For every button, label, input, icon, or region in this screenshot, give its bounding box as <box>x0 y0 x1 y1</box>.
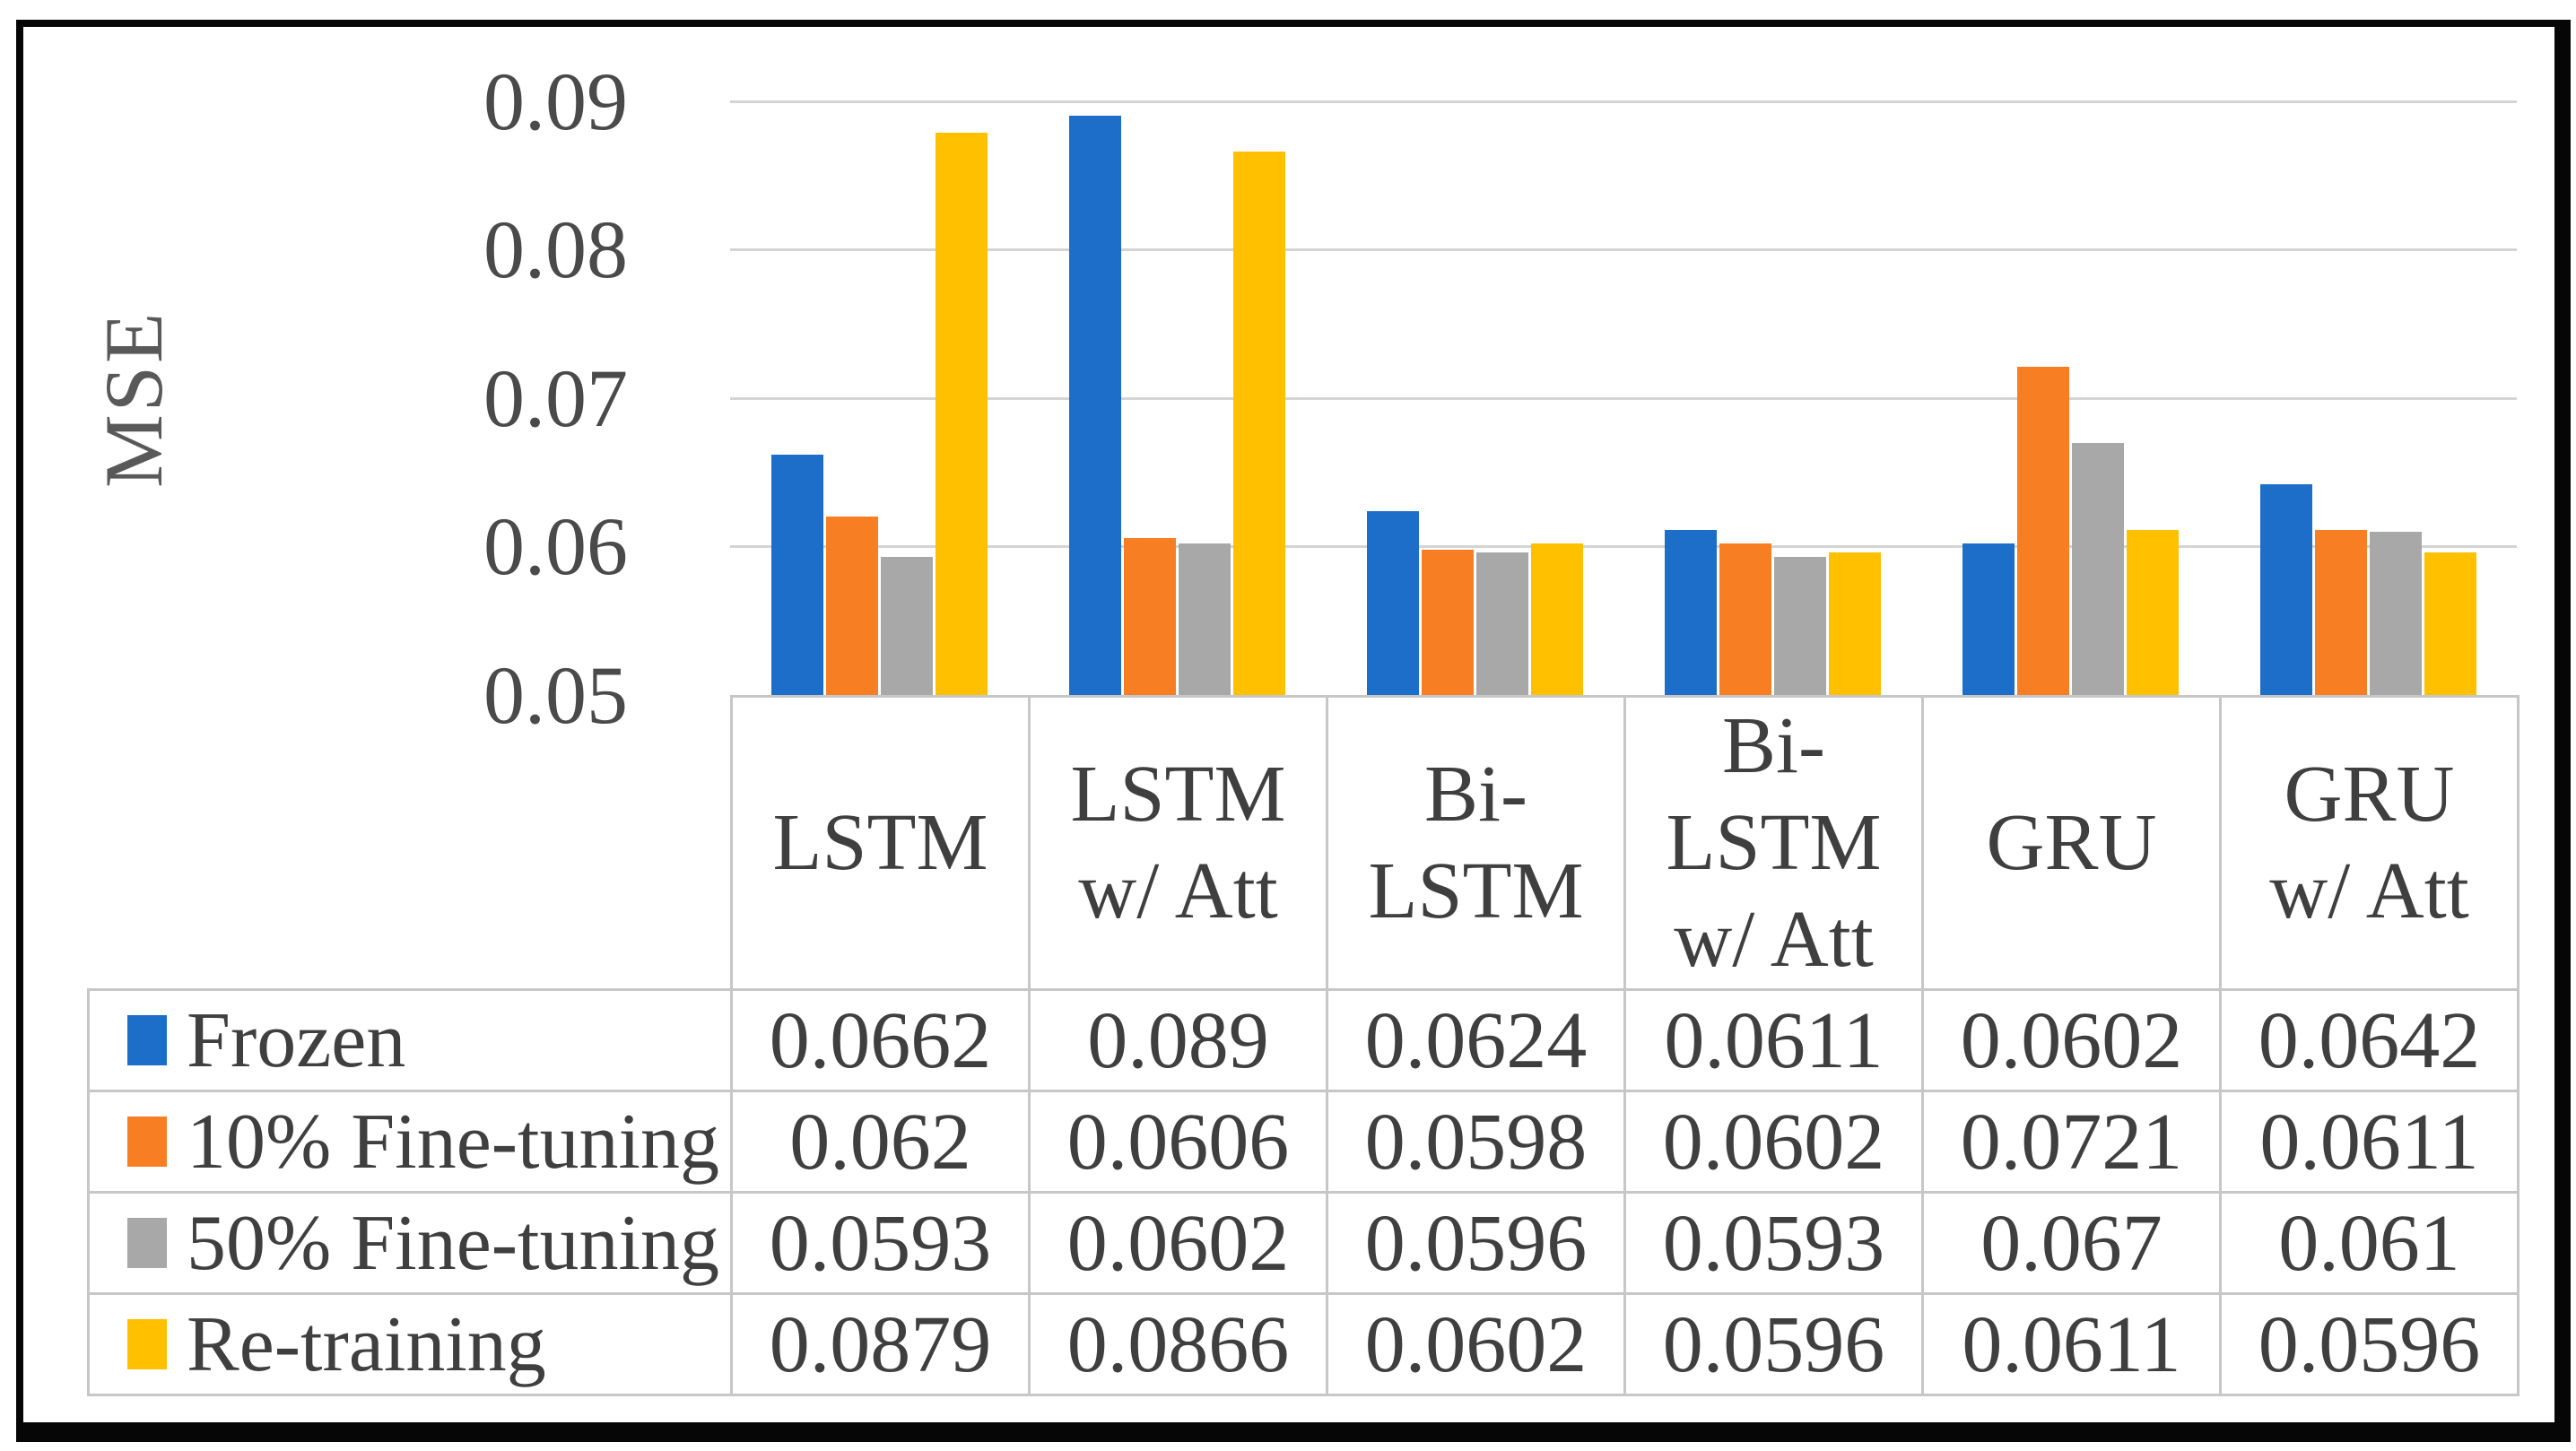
value-cell-50-fine-tuning-gru: 0.067 <box>1921 1191 2222 1295</box>
bar-50-fine-tuning-bi-lstm <box>1475 552 1528 695</box>
bar-re-training-lstm <box>935 132 988 695</box>
legend-label-10-fine-tuning: 10% Fine-tuning <box>187 1098 719 1186</box>
value-cell-re-training-lstm: 0.0879 <box>730 1292 1031 1396</box>
table-row-10-fine-tuning: 10% Fine-tuning 0.062 0.0606 0.0598 0.0602 0.… <box>87 1090 2519 1194</box>
header-cell-lstm-w-att: LSTM w/ Att <box>1028 695 1328 991</box>
legend-label-re-training: Re-training <box>187 1300 546 1388</box>
value-cell-10-fine-tuning-bi-lstm: 0.0598 <box>1326 1090 1626 1194</box>
value-cell-frozen-lstm: 0.0662 <box>730 988 1031 1092</box>
data-table: LSTM LSTM w/ Att Bi- LSTM Bi- LSTM w/ Att GRU GRU… <box>87 695 2519 1396</box>
bar-re-training-bi-lstm <box>1530 543 1583 695</box>
y-tick-0.07: 0.07 <box>483 352 628 444</box>
value-cell-frozen-gru: 0.0602 <box>1921 988 2222 1092</box>
value-cell-re-training-bi-lstm-w-att: 0.0596 <box>1623 1292 1924 1396</box>
gridline-0.09 <box>730 100 2517 103</box>
legend-cell-re-training: Re-training <box>87 1292 733 1396</box>
bar-re-training-bi-lstm-w-att <box>1828 552 1881 695</box>
y-axis-title: MSE <box>88 309 179 489</box>
value-cell-50-fine-tuning-gru-w-att: 0.061 <box>2219 1191 2519 1295</box>
value-cell-50-fine-tuning-lstm: 0.0593 <box>730 1191 1031 1295</box>
table-row-frozen: Frozen 0.0662 0.089 0.0624 0.0611 0.0602 0.064… <box>87 988 2519 1092</box>
bar-10-fine-tuning-gru <box>2016 367 2069 695</box>
value-cell-re-training-bi-lstm: 0.0602 <box>1326 1292 1626 1396</box>
y-tick-0.09: 0.09 <box>483 55 628 147</box>
value-cell-50-fine-tuning-bi-lstm-w-att: 0.0593 <box>1623 1191 1924 1295</box>
bar-frozen-bi-lstm-w-att <box>1664 530 1717 695</box>
header-cell-lstm: LSTM <box>730 695 1031 991</box>
bar-frozen-gru-w-att <box>2259 483 2312 695</box>
bar-frozen-lstm-w-att <box>1068 116 1121 695</box>
y-tick-0.08: 0.08 <box>483 204 628 296</box>
bar-50-fine-tuning-bi-lstm-w-att <box>1773 557 1826 695</box>
header-cell-gru: GRU <box>1921 695 2222 991</box>
gridline-0.07 <box>730 396 2517 400</box>
bar-10-fine-tuning-bi-lstm <box>1421 549 1474 695</box>
bar-re-training-lstm-w-att <box>1232 152 1285 695</box>
bar-group-gru <box>1921 27 2219 695</box>
value-cell-re-training-gru-w-att: 0.0596 <box>2219 1292 2519 1396</box>
value-cell-10-fine-tuning-gru: 0.0721 <box>1921 1090 2222 1194</box>
bar-re-training-gru <box>2126 530 2179 695</box>
header-cell-bi-lstm: Bi- LSTM <box>1326 695 1626 991</box>
y-axis-ticks: 0.09 0.08 0.07 0.06 0.05 <box>323 27 628 741</box>
legend-label-50-fine-tuning: 50% Fine-tuning <box>187 1199 719 1287</box>
value-cell-frozen-bi-lstm-w-att: 0.0611 <box>1623 988 1924 1092</box>
bar-frozen-bi-lstm <box>1366 510 1419 695</box>
table-row-re-training: Re-training 0.0879 0.0866 0.0602 0.0596 0.061… <box>87 1292 2519 1396</box>
bar-frozen-lstm <box>770 454 823 695</box>
legend-swatch-10-fine-tuning <box>127 1116 167 1167</box>
legend-cell-10-fine-tuning: 10% Fine-tuning <box>87 1090 733 1194</box>
legend-cell-frozen: Frozen <box>87 988 733 1092</box>
bar-10-fine-tuning-gru-w-att <box>2314 530 2367 695</box>
bar-group-bi-lstm-w-att <box>1623 27 1921 695</box>
gridline-0.08 <box>730 248 2517 252</box>
bar-group-lstm <box>730 27 1028 695</box>
bar-group-lstm-w-att <box>1028 27 1326 695</box>
table-header-row: LSTM LSTM w/ Att Bi- LSTM Bi- LSTM w/ Att GRU GRU… <box>88 695 2519 991</box>
value-cell-50-fine-tuning-lstm-w-att: 0.0602 <box>1028 1191 1328 1295</box>
bar-50-fine-tuning-gru-w-att <box>2369 531 2422 695</box>
value-cell-re-training-gru: 0.0611 <box>1921 1292 2222 1396</box>
value-cell-10-fine-tuning-bi-lstm-w-att: 0.0602 <box>1623 1090 1924 1194</box>
legend-cell-50-fine-tuning: 50% Fine-tuning <box>87 1191 733 1295</box>
bar-10-fine-tuning-lstm <box>825 517 878 695</box>
header-cell-gru-w-att: GRU w/ Att <box>2219 695 2519 991</box>
legend-swatch-re-training <box>127 1319 167 1369</box>
bar-frozen-gru <box>1962 543 2015 695</box>
value-cell-frozen-bi-lstm: 0.0624 <box>1326 988 1626 1092</box>
figure-frame <box>16 20 2571 1442</box>
legend-swatch-frozen <box>127 1015 167 1065</box>
table-corner-cell <box>88 696 733 991</box>
chart-data-table: LSTM LSTM w/ Att Bi- LSTM Bi- LSTM w/ Att GRU GRU… <box>87 695 2519 1396</box>
gridline-0.06 <box>730 545 2517 549</box>
bar-group-gru-w-att <box>2219 27 2517 695</box>
bar-50-fine-tuning-lstm <box>880 557 933 695</box>
bar-re-training-gru-w-att <box>2424 552 2476 695</box>
legend-swatch-50-fine-tuning <box>127 1218 167 1268</box>
legend-label-frozen: Frozen <box>187 996 406 1084</box>
bar-50-fine-tuning-gru <box>2071 442 2124 695</box>
bar-10-fine-tuning-bi-lstm-w-att <box>1719 543 1771 695</box>
value-cell-re-training-lstm-w-att: 0.0866 <box>1028 1292 1328 1396</box>
value-cell-10-fine-tuning-gru-w-att: 0.0611 <box>2219 1090 2519 1194</box>
bar-group-bi-lstm <box>1326 27 1623 695</box>
y-tick-0.06: 0.06 <box>483 500 628 593</box>
value-cell-10-fine-tuning-lstm: 0.062 <box>730 1090 1031 1194</box>
bar-50-fine-tuning-lstm-w-att <box>1178 543 1231 695</box>
value-cell-frozen-gru-w-att: 0.0642 <box>2219 988 2519 1092</box>
value-cell-frozen-lstm-w-att: 0.089 <box>1028 988 1328 1092</box>
bar-10-fine-tuning-lstm-w-att <box>1123 537 1176 695</box>
value-cell-50-fine-tuning-bi-lstm: 0.0596 <box>1326 1191 1626 1295</box>
header-cell-bi-lstm-w-att: Bi- LSTM w/ Att <box>1623 695 1924 991</box>
value-cell-10-fine-tuning-lstm-w-att: 0.0606 <box>1028 1090 1328 1194</box>
plot-area <box>730 27 2517 695</box>
table-row-50-fine-tuning: 50% Fine-tuning 0.0593 0.0602 0.0596 0.0593 0… <box>87 1191 2519 1295</box>
